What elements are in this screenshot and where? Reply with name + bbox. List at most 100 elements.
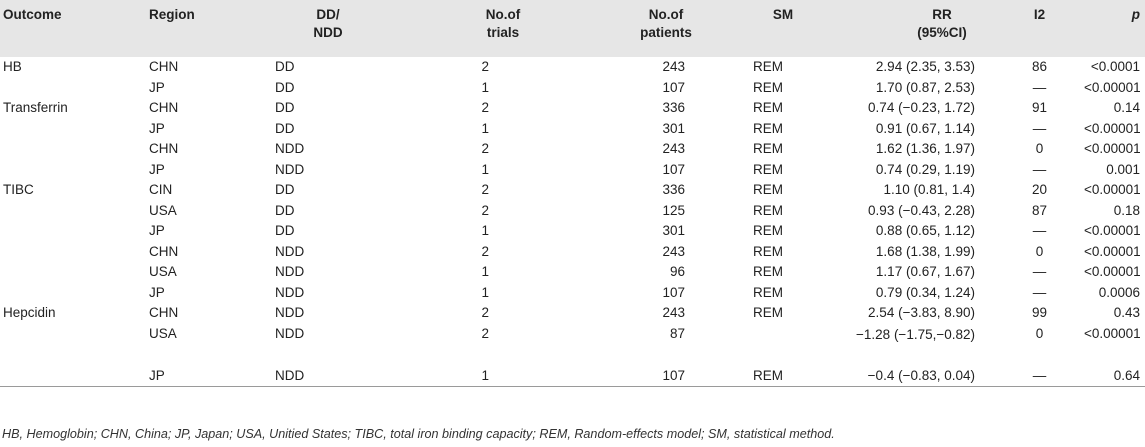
cell-dd-ndd: NDD xyxy=(275,243,305,259)
cell-i2: 0 xyxy=(1035,243,1044,259)
cell-i2: 87 xyxy=(1031,202,1048,218)
cell-sm: REM xyxy=(753,284,783,300)
cell-rr: 0.79 (0.34, 1.24) xyxy=(875,284,975,300)
cell-i2: — xyxy=(1032,161,1047,177)
cell-outcome xyxy=(0,262,145,283)
cell-dd-ndd: NDD xyxy=(275,284,305,300)
table-row: TIBC CIN DD 2 336 REM 1.10 (0.81, 1.4) 20 <0.000… xyxy=(0,180,1145,201)
cell-p: <0.00001 xyxy=(1084,120,1141,136)
cell-i2: 91 xyxy=(1031,100,1048,115)
cell-i2: 86 xyxy=(1031,59,1048,74)
cell-sm: REM xyxy=(753,305,783,320)
cell-region: JP xyxy=(149,120,165,136)
cell-i2: — xyxy=(1032,120,1047,136)
header-p: p xyxy=(1131,7,1140,22)
cell-p: <0.00001 xyxy=(1084,264,1141,279)
cell-sm: REM xyxy=(753,223,783,238)
table-row: CHN NDD 2 243 REM 1.62 (1.36, 1.97) 0 <0.00001 xyxy=(0,139,1145,160)
cell-p: <0.00001 xyxy=(1084,141,1141,156)
cell-trials: 2 xyxy=(481,141,489,156)
cell-patients: 125 xyxy=(662,202,685,218)
cell-sm: REM xyxy=(753,120,783,136)
cell-dd-ndd: DD xyxy=(275,100,295,115)
cell-sm: REM xyxy=(753,100,783,115)
cell-patients: 96 xyxy=(669,264,685,279)
cell-i2: 99 xyxy=(1031,305,1048,320)
cell-trials: 1 xyxy=(481,161,489,177)
cell-trials: 1 xyxy=(481,223,489,238)
cell-dd-ndd: NDD xyxy=(275,325,305,341)
cell-rr: 2.94 (2.35, 3.53) xyxy=(875,59,975,74)
cell-outcome xyxy=(0,283,145,304)
table-row: JP DD 1 301 REM 0.91 (0.67, 1.14) — <0.00001 xyxy=(0,119,1145,140)
table-row: HB CHN DD 2 243 REM 2.94 (2.35, 3.53) 86 <0.0001 xyxy=(0,57,1145,78)
cell-rr: 1.17 (0.67, 1.67) xyxy=(875,264,975,279)
cell-outcome xyxy=(0,201,145,222)
cell-region: CIN xyxy=(149,182,173,197)
cell-p: 0.43 xyxy=(1113,305,1140,320)
cell-region: CHN xyxy=(149,100,179,115)
cell-p: <0.00001 xyxy=(1084,223,1141,238)
cell-rr: −0.4 (−0.83, 0.04) xyxy=(825,365,999,387)
cell-trials: 2 xyxy=(481,325,489,341)
table-row: JP DD 1 107 REM 1.70 (0.87, 2.53) — <0.00001 xyxy=(0,78,1145,99)
cell-trials: 1 xyxy=(481,120,489,136)
cell-region: JP xyxy=(149,79,165,95)
header-rr: RR (95%CI) xyxy=(917,7,967,40)
cell-rr: 1.68 (1.38, 1.99) xyxy=(875,243,975,259)
header-row: Outcome Region DD/ NDD No.of trials No.o… xyxy=(0,0,1145,57)
cell-sm: REM xyxy=(753,264,783,279)
cell-outcome xyxy=(0,78,145,99)
cell-patients: 107 xyxy=(662,284,685,300)
cell-region: JP xyxy=(145,365,271,387)
header-region: Region xyxy=(149,7,195,22)
cell-patients: 243 xyxy=(662,141,685,156)
table-row: CHN NDD 2 243 REM 1.68 (1.38, 1.99) 0 <0.00001 xyxy=(0,242,1145,263)
cell-trials: 2 xyxy=(481,202,489,218)
cell-rr: 2.54 (−3.83, 8.90) xyxy=(868,305,975,320)
cell-dd-ndd: NDD xyxy=(275,161,305,177)
cell-region: USA xyxy=(149,264,177,279)
cell-outcome xyxy=(0,221,145,242)
cell-sm: REM xyxy=(741,365,825,387)
cell-rr: 1.62 (1.36, 1.97) xyxy=(875,141,975,156)
table-row: Hepcidin CHN NDD 2 243 REM 2.54 (−3.83, 8.90) 9… xyxy=(0,303,1145,324)
cell-dd-ndd: NDD xyxy=(275,264,305,279)
cell-p: 0.0006 xyxy=(1098,284,1140,300)
cell-patients: 301 xyxy=(662,223,685,238)
cell-sm: REM xyxy=(753,182,783,197)
cell-rr: 0.88 (0.65, 1.12) xyxy=(875,223,975,238)
cell-patients: 243 xyxy=(662,59,685,74)
cell-trials: 1 xyxy=(481,264,489,279)
cell-i2: — xyxy=(1032,79,1047,95)
cell-p: 0.64 xyxy=(1080,365,1145,387)
cell-outcome xyxy=(0,119,145,140)
cell-i2: — xyxy=(999,365,1080,387)
cell-patients: 336 xyxy=(662,100,685,115)
cell-rr: 0.74 (−0.23, 1.72) xyxy=(868,100,975,115)
cell-i2: 0 xyxy=(1035,325,1044,341)
meta-analysis-table: Outcome Region DD/ NDD No.of trials No.o… xyxy=(0,0,1145,387)
cell-trials: 1 xyxy=(385,365,551,387)
cell-trials: 1 xyxy=(481,284,489,300)
cell-region: CHN xyxy=(149,141,179,156)
cell-i2: — xyxy=(1032,223,1047,238)
cell-outcome xyxy=(0,139,145,160)
cell-outcome xyxy=(0,160,145,181)
cell-region: CHN xyxy=(149,59,179,74)
cell-i2: 0 xyxy=(1035,141,1044,156)
cell-region: JP xyxy=(149,223,165,238)
cell-region: USA xyxy=(149,202,177,218)
cell-region: CHN xyxy=(149,305,179,320)
header-dd-ndd: DD/ NDD xyxy=(313,7,343,40)
cell-rr: 0.91 (0.67, 1.14) xyxy=(875,120,975,136)
cell-dd-ndd: NDD xyxy=(271,365,385,387)
cell-dd-ndd: DD xyxy=(275,120,295,136)
cell-trials: 2 xyxy=(481,182,489,197)
cell-outcome xyxy=(0,324,145,366)
cell-p: <0.00001 xyxy=(1084,182,1141,197)
cell-patients: 243 xyxy=(662,243,685,259)
cell-sm xyxy=(741,324,825,366)
cell-patients: 107 xyxy=(662,79,685,95)
